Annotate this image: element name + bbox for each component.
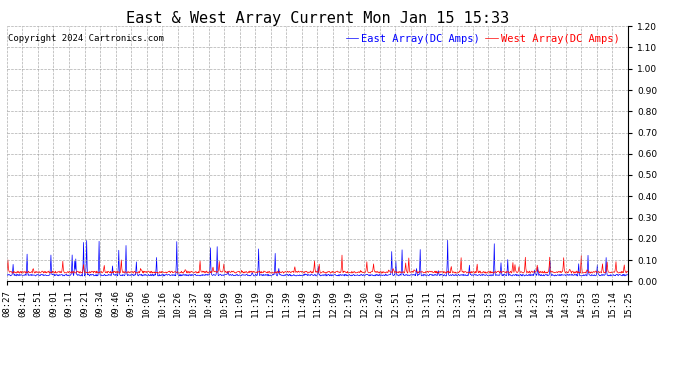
East Array(DC Amps) <box>108 272 116 277</box>
Text: Copyright 2024 Cartronics.com: Copyright 2024 Cartronics.com <box>8 34 164 43</box>
East Array(DC Amps) <box>624 273 632 277</box>
West Array(DC Amps) <box>343 271 351 275</box>
East Array(DC Amps) <box>322 274 330 278</box>
West Array(DC Amps) <box>86 269 94 274</box>
Line: East Array(DC Amps): East Array(DC Amps) <box>7 240 628 276</box>
West Array(DC Amps) <box>330 269 338 274</box>
East Array(DC Amps) <box>85 273 93 278</box>
East Array(DC Amps) <box>444 238 452 243</box>
West Array(DC Amps) <box>624 270 632 274</box>
East Array(DC Amps) <box>342 272 351 277</box>
West Array(DC Amps) <box>3 269 11 274</box>
West Array(DC Amps) <box>108 270 116 274</box>
West Array(DC Amps) <box>338 253 346 257</box>
East Array(DC Amps) <box>3 273 11 278</box>
Line: West Array(DC Amps): West Array(DC Amps) <box>7 255 628 273</box>
West Array(DC Amps) <box>21 271 30 275</box>
Legend: East Array(DC Amps), West Array(DC Amps): East Array(DC Amps), West Array(DC Amps) <box>346 34 620 44</box>
West Array(DC Amps) <box>273 271 281 275</box>
Title: East & West Array Current Mon Jan 15 15:33: East & West Array Current Mon Jan 15 15:… <box>126 11 509 26</box>
East Array(DC Amps) <box>330 273 338 277</box>
West Array(DC Amps) <box>213 270 221 275</box>
East Array(DC Amps) <box>272 273 280 277</box>
East Array(DC Amps) <box>212 272 220 276</box>
